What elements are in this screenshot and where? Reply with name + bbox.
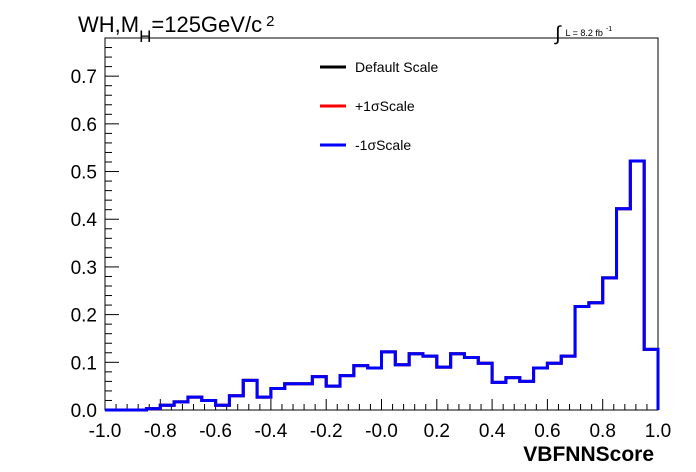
- y-tick-label: 0.5: [71, 163, 97, 184]
- x-tick-label: 0.8: [589, 421, 615, 442]
- x-tick-label: 0.2: [424, 421, 450, 442]
- series-line-minus1sigma-scale: [105, 159, 660, 412]
- legend: Default Scale +1σScale -1σScale: [320, 59, 438, 153]
- x-tick-label: -0.0: [365, 421, 398, 442]
- y-tick-label: 0.0: [71, 401, 97, 422]
- y-tick-label: 0.7: [71, 67, 97, 88]
- x-tick-label: -0.4: [255, 421, 288, 442]
- luminosity-label: ∫ L = 8.2 fb -1: [554, 23, 612, 45]
- y-tick-label: 0.3: [71, 258, 97, 279]
- y-tick-label: 0.1: [71, 353, 97, 374]
- x-tick-label: 0.6: [534, 421, 560, 442]
- legend-label-default-scale: Default Scale: [355, 59, 438, 75]
- y-tick-label: 0.4: [71, 210, 98, 231]
- luminosity-text: L = 8.2 fb: [565, 28, 602, 38]
- x-tick-label: -0.8: [144, 421, 177, 442]
- luminosity-superscript: -1: [606, 26, 612, 33]
- x-tick-label: 0.4: [479, 421, 506, 442]
- luminosity-integral-sign: ∫: [554, 23, 562, 45]
- x-tick-label: -1.0: [89, 421, 122, 442]
- legend-label-minus1sigma-scale: -1σScale: [355, 137, 411, 153]
- chart-title-main: WH,M: [78, 12, 139, 37]
- chart-title: WH,MH=125GeV/c 2: [78, 12, 274, 46]
- x-axis: -1.0 -0.8 -0.6 -0.4 -0.2 -0.0 0.2 0.4 0.6 0.8 1.0: [89, 399, 671, 442]
- y-tick-label: 0.6: [71, 115, 97, 136]
- chart-title-superscript: 2: [266, 13, 274, 30]
- x-axis-label: VBFNNScore: [523, 443, 654, 466]
- legend-label-plus1sigma-scale: +1σScale: [355, 98, 415, 114]
- chart-title-subscript: H: [139, 27, 151, 46]
- y-tick-label: 0.2: [71, 306, 97, 327]
- x-tick-label: -0.6: [199, 421, 232, 442]
- y-axis: 0.0 0.1 0.2 0.3 0.4 0.5 0.6 0.7: [71, 47, 119, 422]
- series-layer: [105, 159, 660, 412]
- x-tick-label: -0.2: [310, 421, 343, 442]
- x-tick-label: 1.0: [645, 421, 671, 442]
- chart-title-rest: =125GeV/c: [151, 12, 262, 37]
